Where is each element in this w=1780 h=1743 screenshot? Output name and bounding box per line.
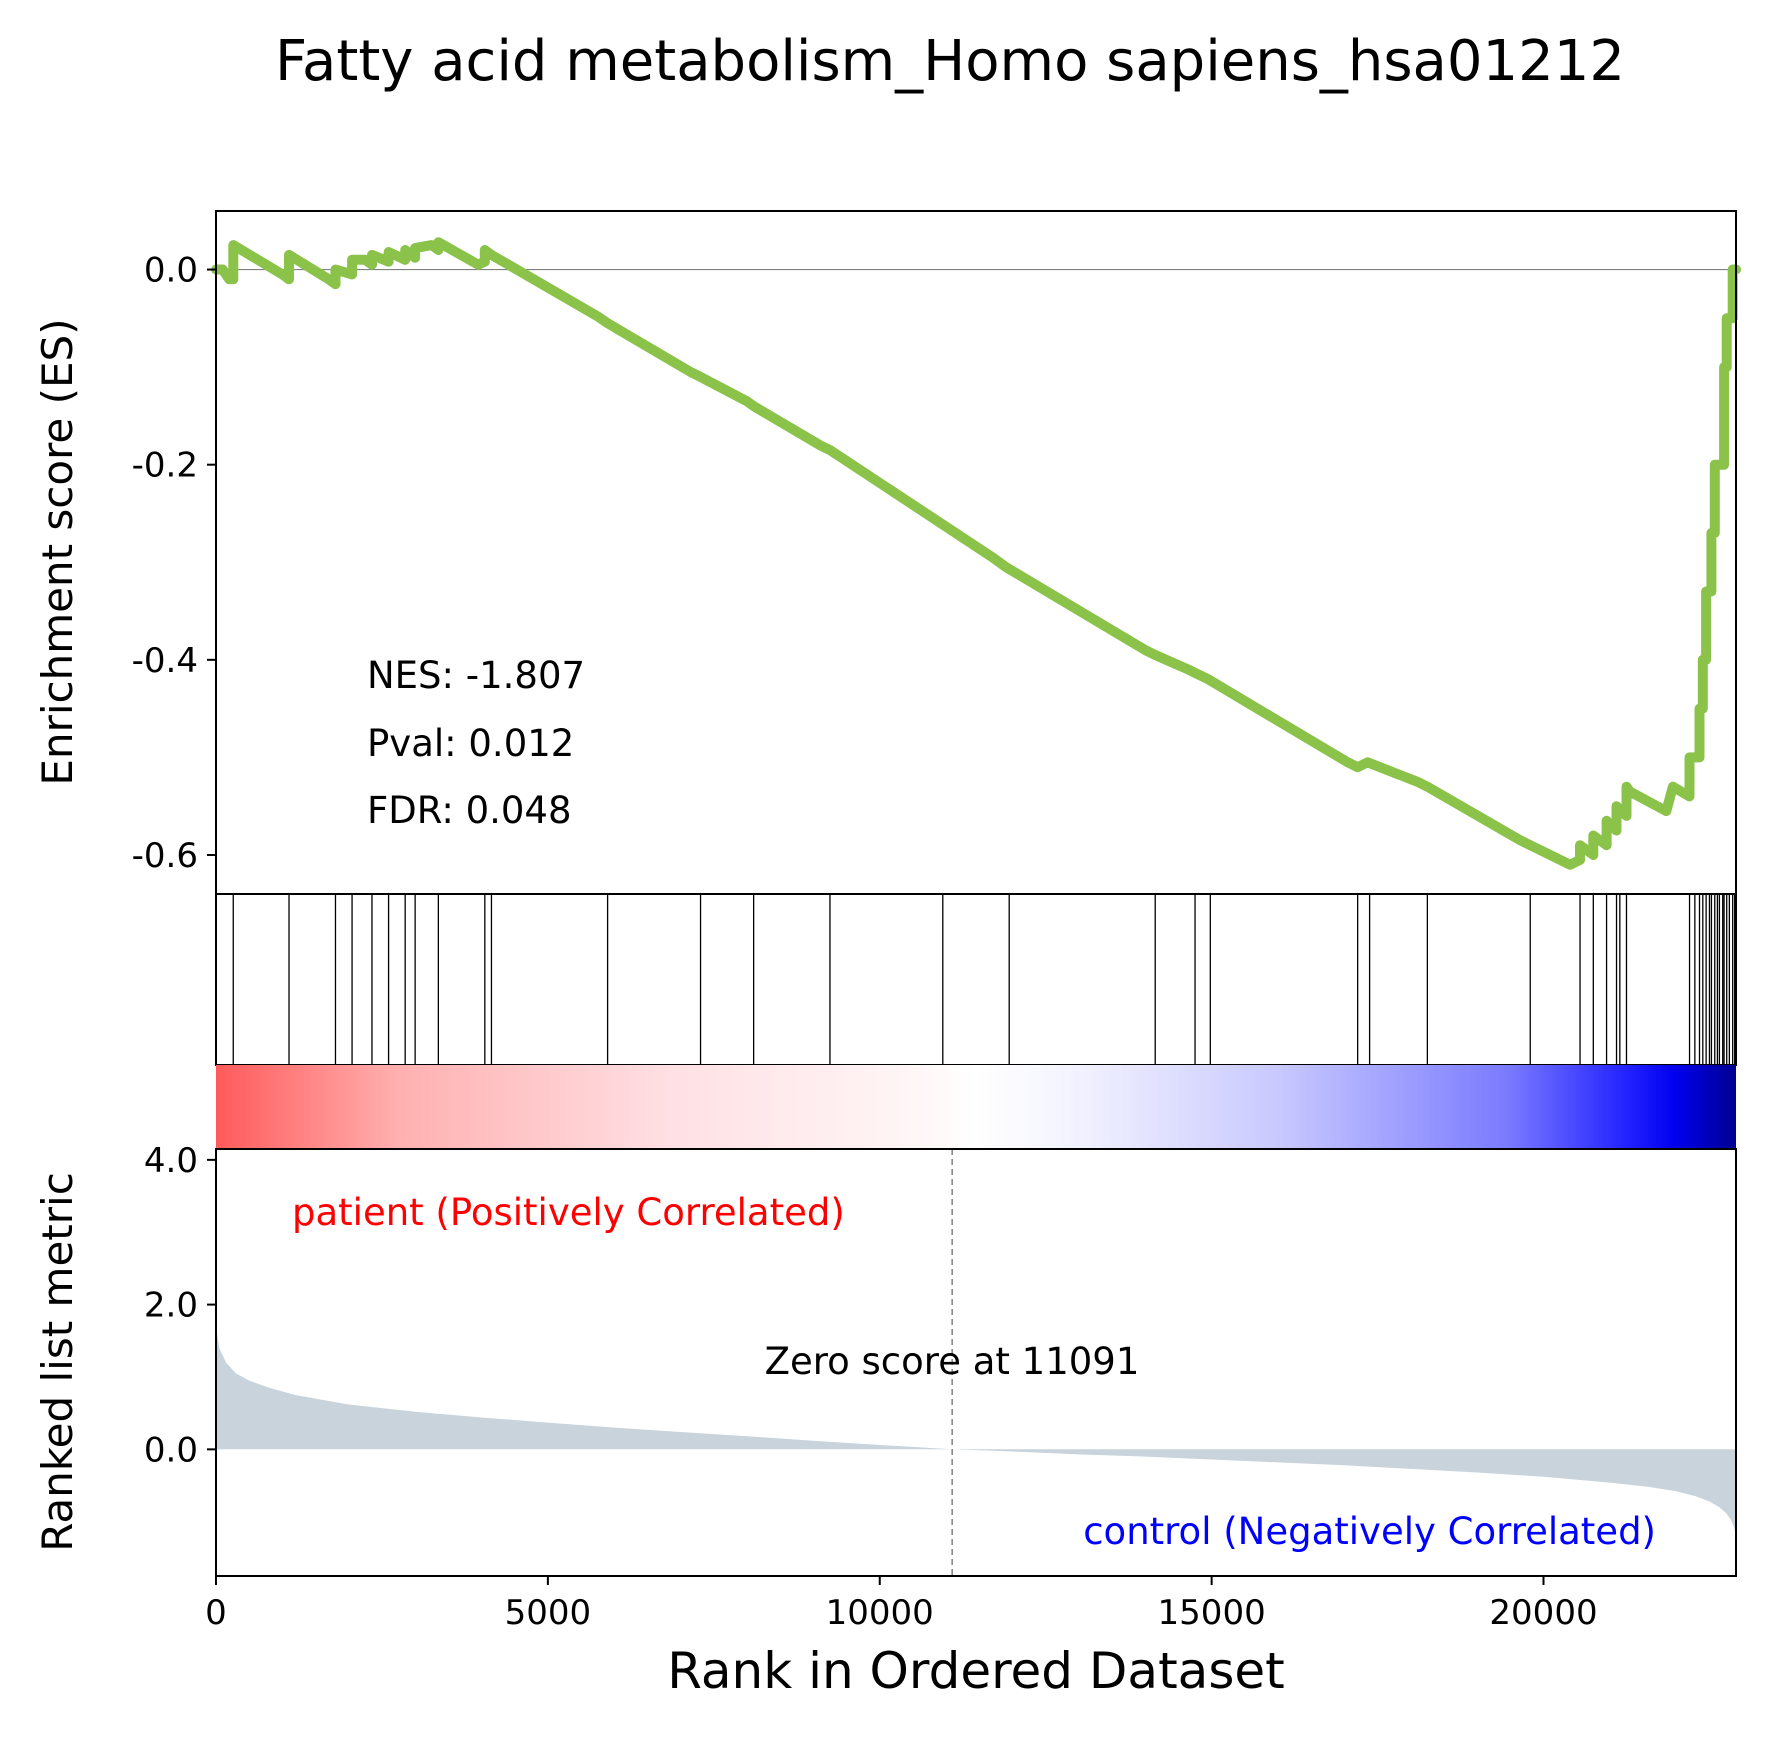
ranked-y-ticks: 4.0 2.0 0.0 (144, 1141, 216, 1470)
ranked-y-tick-label: 0.0 (144, 1430, 198, 1470)
ranked-y-tick-label: 2.0 (144, 1286, 198, 1326)
stat-fdr: FDR: 0.048 (367, 789, 572, 832)
ranked-y-tick-label: 4.0 (144, 1141, 198, 1181)
x-axis: 0 5000 10000 15000 20000 (205, 1576, 1598, 1633)
ranked-frame (215, 1148, 1737, 1577)
stat-pval: Pval: 0.012 (367, 722, 574, 765)
ranked-y-label: Ranked list metric (33, 1172, 82, 1552)
ranked-panel: 4.0 2.0 0.0 Ranked list metric patient (Po… (33, 1141, 1737, 1577)
x-tick-label: 0 (205, 1593, 227, 1633)
x-tick-label: 15000 (1158, 1593, 1266, 1633)
hits-panel (215, 893, 1737, 1066)
stat-nes: NES: -1.807 (367, 654, 585, 697)
zero-score-label: Zero score at 11091 (765, 1340, 1140, 1383)
x-tick-label: 10000 (826, 1593, 934, 1633)
hits-frame (215, 893, 1737, 1066)
es-panel: 0.0 -0.2 -0.4 -0.6 Enrichment score (ES) NE… (33, 210, 1741, 895)
es-y-ticks: 0.0 -0.2 -0.4 -0.6 (132, 251, 216, 876)
pos-correlated-label: patient (Positively Correlated) (292, 1191, 845, 1234)
es-y-tick-label: 0.0 (144, 251, 198, 291)
hit-lines (232, 894, 1736, 1065)
ranked-metric-fill (216, 1326, 1736, 1537)
x-tick-label: 5000 (505, 1593, 592, 1633)
x-axis-label: Rank in Ordered Dataset (667, 1642, 1284, 1700)
es-curve (211, 237, 1741, 870)
x-tick-label: 20000 (1489, 1593, 1597, 1633)
es-y-label: Enrichment score (ES) (33, 318, 82, 785)
neg-correlated-label: control (Negatively Correlated) (1083, 1510, 1656, 1553)
rank-color-bar (216, 1065, 1736, 1149)
es-y-tick-label: -0.6 (132, 836, 198, 876)
es-y-tick-label: -0.4 (132, 641, 198, 681)
chart-title: Fatty acid metabolism_Homo sapiens_hsa01… (275, 29, 1625, 94)
es-y-tick-label: -0.2 (132, 446, 198, 486)
